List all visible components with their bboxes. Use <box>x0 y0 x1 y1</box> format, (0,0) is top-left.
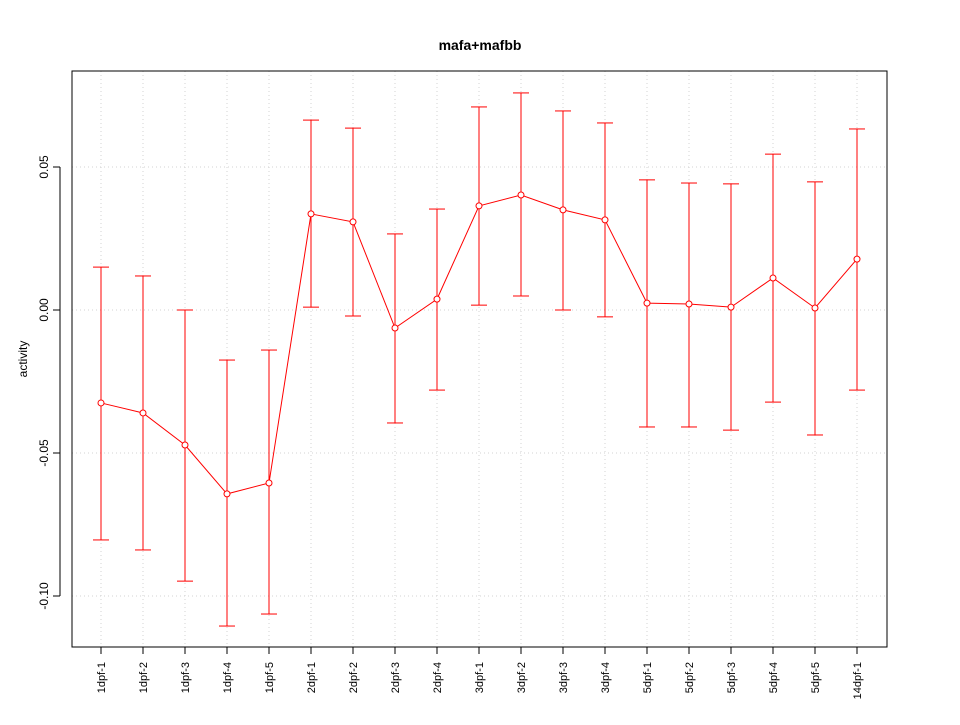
x-tick-label: 5dpf-1 <box>642 662 654 693</box>
y-axis: -0.10 -0.05 0.00 0.05 <box>37 155 61 610</box>
data-point <box>853 255 861 263</box>
data-point <box>475 202 483 210</box>
data-point <box>97 399 105 407</box>
x-axis: 1dpf-1 1dpf-2 1dpf-3 1dpf-4 1dpf-5 2dpf-1 2dpf… <box>96 646 864 699</box>
data-point <box>811 304 819 312</box>
y-tick-label: 0.05 <box>37 155 51 179</box>
data-point <box>601 216 609 224</box>
x-tick-label: 2dpf-1 <box>306 662 318 693</box>
data-point <box>265 479 273 487</box>
x-tick-label: 1dpf-1 <box>96 662 108 693</box>
y-tick-label: 0.00 <box>37 298 51 322</box>
x-tick-label: 1dpf-4 <box>222 662 234 693</box>
data-point <box>391 324 399 332</box>
x-tick-label: 14dpf-1 <box>852 662 864 699</box>
x-tick-label: 1dpf-5 <box>264 662 276 693</box>
x-tick-label: 5dpf-4 <box>768 662 780 693</box>
data-point <box>223 490 231 498</box>
x-tick-label: 3dpf-3 <box>558 662 570 693</box>
x-tick-label: 1dpf-2 <box>138 662 150 693</box>
data-point <box>349 218 357 226</box>
data-point <box>517 191 525 199</box>
data-point <box>307 210 315 218</box>
data-point <box>727 303 735 311</box>
data-point <box>643 299 651 307</box>
data-point <box>685 300 693 308</box>
x-tick-label: 2dpf-2 <box>348 662 360 693</box>
y-tick-label: -0.10 <box>37 582 51 610</box>
data-point <box>433 295 441 303</box>
x-tick-label: 5dpf-5 <box>810 662 822 693</box>
data-point <box>769 274 777 282</box>
x-tick-label: 3dpf-4 <box>600 662 612 693</box>
points <box>97 191 861 498</box>
error-bars <box>93 92 865 627</box>
y-tick-label: -0.05 <box>37 439 51 467</box>
x-tick-label: 5dpf-3 <box>726 662 738 693</box>
x-tick-label: 1dpf-3 <box>180 662 192 693</box>
chart-title: mafa+mafbb <box>439 37 522 53</box>
x-tick-label: 2dpf-4 <box>432 662 444 693</box>
x-tick-label: 3dpf-1 <box>474 662 486 693</box>
x-tick-label: 2dpf-3 <box>390 662 402 693</box>
data-point <box>139 409 147 417</box>
x-tick-label: 3dpf-2 <box>516 662 528 693</box>
y-axis-label: activity <box>16 341 30 378</box>
data-point <box>181 441 189 449</box>
x-tick-label: 5dpf-2 <box>684 662 696 693</box>
data-point <box>559 206 567 214</box>
